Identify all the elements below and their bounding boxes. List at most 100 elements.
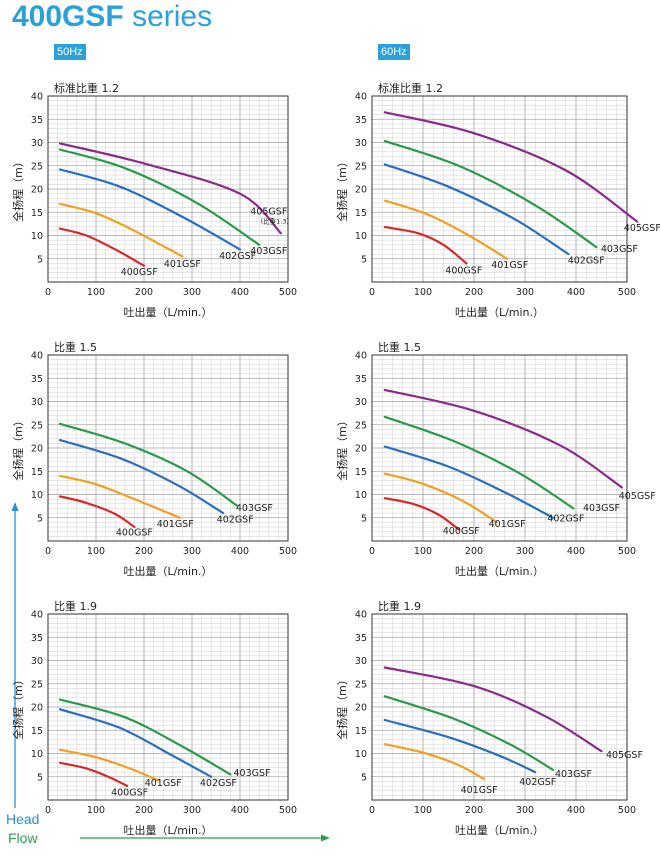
x-axis-label: 吐出量（L/min.） — [123, 564, 212, 578]
series-line-401GSF — [383, 472, 498, 524]
x-tick-label: 400 — [231, 546, 249, 557]
y-tick-label: 10 — [31, 749, 43, 760]
x-tick-label: 100 — [414, 287, 432, 298]
x-tick-label: 500 — [618, 546, 636, 557]
x-tick-label: 200 — [135, 805, 153, 816]
x-tick-label: 500 — [618, 805, 636, 816]
plot-frame — [371, 613, 628, 801]
chart-title: 比重 1.5 — [54, 340, 97, 354]
y-tick-label: 15 — [355, 467, 367, 478]
freq-badge-60hz: 60Hz — [378, 44, 410, 60]
series-label-402GSF: 402GSF — [568, 255, 605, 266]
x-tick-label: 300 — [516, 287, 534, 298]
series-line-401GSF — [383, 199, 509, 260]
y-tick-label: 40 — [355, 351, 367, 362]
title-rest: series — [123, 0, 213, 33]
series-label-403GSF: 403GSF — [250, 246, 287, 257]
chart-panel-3: 0 100 200 300 400 500 5 10 15 20 25 30 35 40 比重 1.5 吐出量… — [11, 340, 297, 578]
chart-title: 比重 1.9 — [378, 599, 421, 613]
series-line-403GSF — [58, 148, 261, 246]
head-label: Head — [6, 811, 40, 827]
y-tick-label: 15 — [355, 208, 367, 219]
x-tick-label: 0 — [45, 805, 51, 816]
x-tick-label: 300 — [183, 805, 201, 816]
y-tick-label: 25 — [31, 161, 43, 172]
series-line-401GSF — [58, 748, 160, 782]
y-tick-label: 40 — [31, 610, 43, 621]
x-axis-label: 吐出量（L/min.） — [455, 823, 544, 837]
y-tick-label: 20 — [31, 444, 43, 455]
series-label-403GSF: 403GSF — [236, 503, 273, 514]
x-tick-label: 100 — [414, 546, 432, 557]
y-tick-label: 20 — [31, 185, 43, 196]
y-axis-label: 全扬程（m） — [11, 156, 25, 222]
series-line-403GSF — [383, 140, 598, 249]
y-tick-label: 15 — [31, 726, 43, 737]
series-line-400GSF — [383, 497, 460, 531]
y-tick-label: 25 — [31, 679, 43, 690]
series-label-405GSF: 405GSF — [619, 491, 656, 502]
series-label-400GSF: 400GSF — [443, 526, 480, 537]
series-line-402GSF — [58, 439, 225, 515]
series-label-401GSF: 401GSF — [489, 519, 526, 530]
chart-panel-4: 0 100 200 300 400 500 5 10 15 20 25 30 35 40 比重 1.5 吐出量… — [335, 340, 656, 578]
y-tick-label: 35 — [31, 633, 43, 644]
series-line-400GSF — [58, 495, 136, 529]
y-tick-label: 35 — [355, 115, 367, 126]
x-tick-label: 400 — [567, 805, 585, 816]
x-tick-label: 0 — [369, 546, 375, 557]
series-label-403GSF: 403GSF — [234, 768, 271, 779]
series-label-401GSF: 401GSF — [164, 259, 201, 270]
chart-panel-1: 0 100 200 300 400 500 5 10 15 20 25 30 35 40 标准比重 1.2 吐… — [11, 81, 297, 319]
x-tick-label: 400 — [567, 546, 585, 557]
x-tick-label: 100 — [87, 287, 105, 298]
series-label-400GSF: 400GSF — [116, 527, 153, 538]
y-tick-label: 15 — [31, 208, 43, 219]
series-label-401GSF: 401GSF — [157, 519, 194, 530]
y-tick-label: 30 — [31, 656, 43, 667]
y-tick-label: 15 — [355, 726, 367, 737]
x-tick-label: 400 — [231, 805, 249, 816]
x-tick-label: 200 — [465, 805, 483, 816]
series-line-403GSF — [383, 695, 555, 771]
x-tick-label: 0 — [369, 805, 375, 816]
y-tick-label: 20 — [355, 703, 367, 714]
series-label-405GSF: 405GSF — [624, 223, 660, 234]
y-axis-label: 全扬程（m） — [335, 156, 349, 222]
y-tick-label: 25 — [355, 420, 367, 431]
x-tick-label: 500 — [279, 287, 297, 298]
y-tick-label: 25 — [355, 679, 367, 690]
series-line-402GSF — [58, 708, 213, 778]
chart-title: 标准比重 1.2 — [378, 81, 443, 95]
y-tick-label: 5 — [37, 254, 43, 265]
y-axis-label: 全扬程（m） — [11, 674, 25, 740]
series-label-400GSF: 400GSF — [111, 787, 148, 798]
series-line-405GSF — [383, 666, 603, 753]
flow-label: Flow — [8, 830, 38, 846]
series-label-403GSF: 403GSF — [583, 503, 620, 514]
series-label-403GSF: 403GSF — [555, 769, 592, 780]
y-axis-label: 全扬程（m） — [335, 415, 349, 481]
title-bold: 400GSF — [12, 0, 124, 33]
x-tick-label: 300 — [183, 546, 201, 557]
y-tick-label: 40 — [31, 351, 43, 362]
series-line-401GSF — [383, 743, 486, 781]
series-label-403GSF: 403GSF — [601, 244, 638, 255]
chart-panel-6: 0 100 200 300 400 500 5 10 15 20 25 30 35 40 比重 1.9 吐出量… — [335, 599, 643, 837]
series-line-400GSF — [58, 761, 129, 788]
series-label-401GSF: 401GSF — [491, 260, 528, 271]
x-axis-label: 吐出量（L/min.） — [455, 305, 544, 319]
series-line-402GSF — [383, 163, 570, 256]
x-tick-label: 400 — [231, 287, 249, 298]
series-label-401GSF: 401GSF — [461, 785, 498, 796]
series-note: （比重1.3） — [257, 217, 293, 226]
y-tick-label: 10 — [355, 749, 367, 760]
y-tick-label: 30 — [31, 397, 43, 408]
x-tick-label: 0 — [45, 546, 51, 557]
x-tick-label: 100 — [87, 546, 105, 557]
y-tick-label: 35 — [355, 374, 367, 385]
series-line-405GSF — [383, 111, 639, 223]
y-tick-label: 25 — [31, 420, 43, 431]
chart-title: 标准比重 1.2 — [54, 81, 119, 95]
y-tick-label: 5 — [361, 772, 367, 783]
